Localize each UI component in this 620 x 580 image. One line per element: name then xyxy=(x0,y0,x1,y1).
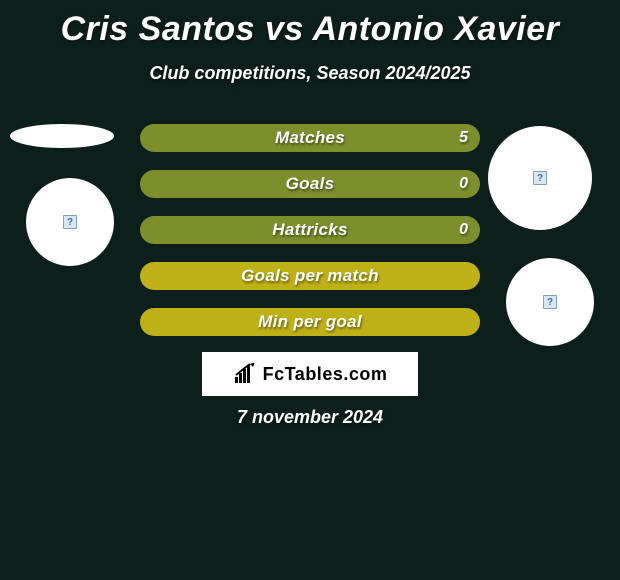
stat-bars: Matches 5 Goals 0 Hattricks 0 Goals per … xyxy=(140,124,480,336)
stat-bar: Hattricks 0 xyxy=(140,216,480,244)
date-label: 7 november 2024 xyxy=(0,407,620,428)
player-avatar-bottom-right xyxy=(506,258,594,346)
stat-bar: Goals per match xyxy=(140,262,480,290)
stat-bar: Matches 5 xyxy=(140,124,480,152)
placeholder-icon xyxy=(543,295,557,309)
stat-value: 5 xyxy=(459,129,468,147)
stat-label: Min per goal xyxy=(258,312,362,332)
chart-icon xyxy=(233,363,259,385)
player-avatar-left xyxy=(26,178,114,266)
page-title: Cris Santos vs Antonio Xavier xyxy=(0,0,620,49)
player-ellipse xyxy=(10,124,114,148)
brand-logo-text: FcTables.com xyxy=(263,364,388,385)
stat-label: Goals per match xyxy=(241,266,379,286)
page-subtitle: Club competitions, Season 2024/2025 xyxy=(0,63,620,84)
brand-logo: FcTables.com xyxy=(202,352,418,396)
stat-bar: Min per goal xyxy=(140,308,480,336)
stat-label: Goals xyxy=(286,174,335,194)
placeholder-icon xyxy=(533,171,547,185)
stat-value: 0 xyxy=(459,221,468,239)
stat-label: Hattricks xyxy=(272,220,347,240)
placeholder-icon xyxy=(63,215,77,229)
player-avatar-top-right xyxy=(488,126,592,230)
stat-bar: Goals 0 xyxy=(140,170,480,198)
stat-value: 0 xyxy=(459,175,468,193)
stat-label: Matches xyxy=(275,128,345,148)
